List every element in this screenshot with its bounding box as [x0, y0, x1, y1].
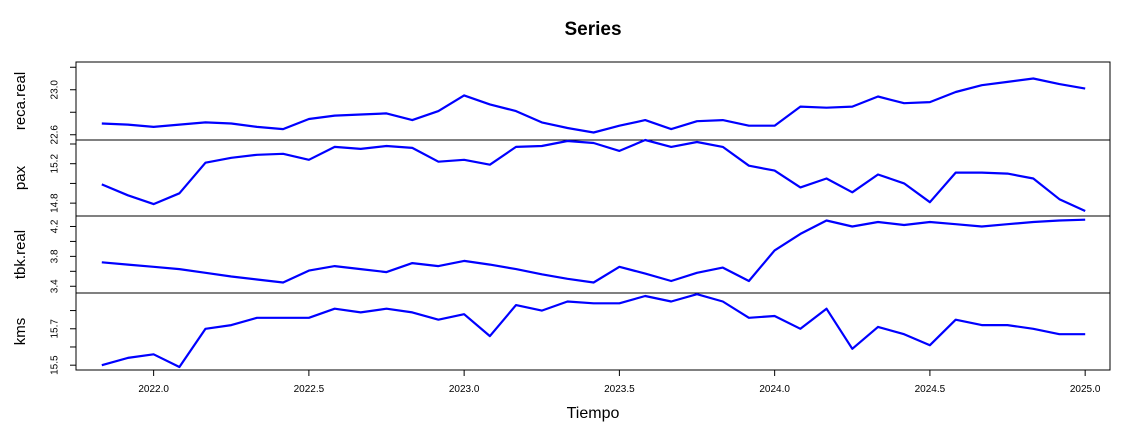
panel-kms: 15.5 15.7 kms	[12, 292, 1111, 375]
x-tick-label: 2023.0	[449, 384, 480, 395]
panels-group: 22.6 23.0 reca.real 14.8 15.2 pax 3.4 3.8 4.2 tbk…	[12, 61, 1111, 375]
panel-reca-real: 22.6 23.0 reca.real	[12, 61, 1111, 145]
y-tick-label: 15.2	[50, 154, 61, 174]
panel-frame	[75, 292, 1111, 371]
y-tick-label: 15.7	[50, 319, 61, 339]
series-line-pax	[101, 138, 1086, 213]
panel-frame	[75, 139, 1111, 217]
y-tick-label: 3.8	[50, 249, 61, 263]
y-axis-label: kms	[12, 318, 29, 346]
x-tick-label: 2022.5	[294, 384, 325, 395]
series-line-reca-real	[101, 77, 1086, 134]
x-tick-label: 2022.0	[138, 384, 169, 395]
series-line-kms	[101, 293, 1086, 369]
panel-tbk-real: 3.4 3.8 4.2 tbk.real	[12, 215, 1111, 294]
y-tick-label: 4.2	[50, 219, 61, 233]
y-tick-label: 15.5	[50, 355, 61, 375]
y-tick-label: 23.0	[50, 80, 61, 100]
y-tick-label: 22.6	[50, 125, 61, 145]
series-line-tbk-real	[101, 218, 1086, 284]
y-tick-label: 3.4	[50, 279, 61, 293]
x-axis: 2022.0 2022.5 2023.0 2023.5 2024.0 2024.5 2025…	[138, 370, 1101, 395]
x-tick-label: 2023.5	[604, 384, 635, 395]
chart-title: Series	[564, 19, 621, 40]
panel-frame	[75, 61, 1111, 141]
y-axis-label: reca.real	[12, 72, 29, 130]
x-tick-label: 2024.5	[915, 384, 946, 395]
y-axis-label: tbk.real	[12, 230, 29, 279]
y-tick-label: 14.8	[50, 193, 61, 213]
x-tick-label: 2024.0	[759, 384, 790, 395]
x-tick-label: 2025.0	[1070, 384, 1101, 395]
x-axis-label: Tiempo	[567, 405, 620, 422]
y-axis-label: pax	[12, 165, 29, 190]
panel-pax: 14.8 15.2 pax	[12, 138, 1111, 217]
